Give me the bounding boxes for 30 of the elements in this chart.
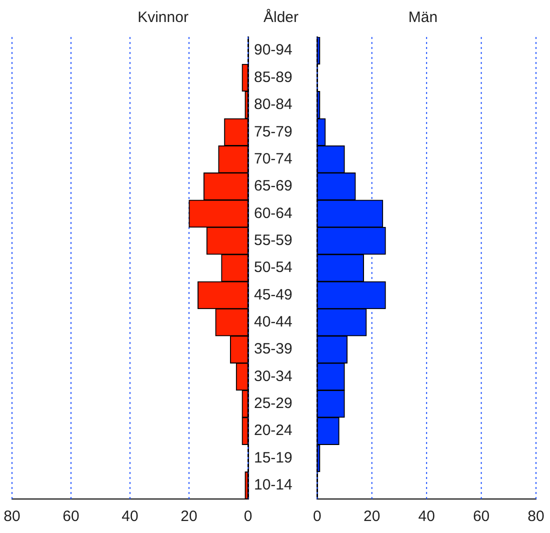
y-tick-label: 30-34 bbox=[254, 368, 292, 385]
x-tick-label: 40 bbox=[122, 508, 138, 526]
y-tick-label: 60-64 bbox=[254, 204, 292, 222]
y-tick-label: 25-29 bbox=[254, 395, 292, 412]
y-tick-label: 90-94 bbox=[254, 42, 292, 59]
x-tick-label: 80 bbox=[528, 508, 544, 526]
x-tick-label: 20 bbox=[180, 508, 198, 526]
x-tick-label: 20 bbox=[364, 508, 380, 526]
y-tick-label: 80-84 bbox=[254, 96, 292, 114]
x-tick-label: 0 bbox=[244, 508, 252, 526]
y-tick-label: 70-74 bbox=[254, 150, 292, 168]
y-tick-label: 55-59 bbox=[254, 232, 292, 249]
y-tick-label: 50-54 bbox=[254, 259, 292, 276]
chart-title: Män bbox=[408, 9, 438, 26]
x-tick-label: 60 bbox=[472, 508, 490, 526]
y-tick-label: 45-49 bbox=[254, 286, 292, 304]
chart-title: Kvinnor bbox=[138, 9, 188, 26]
y-axis-title: Ålder bbox=[262, 9, 300, 26]
y-tick-label: 40-44 bbox=[254, 313, 292, 330]
x-tick-label: 40 bbox=[418, 508, 435, 526]
y-tick-label: 85-89 bbox=[254, 68, 292, 86]
x-tick-label: 0 bbox=[313, 508, 322, 526]
y-tick-label: 20-24 bbox=[254, 422, 292, 440]
y-tick-label: 65-69 bbox=[254, 178, 292, 195]
y-tick-label: 35-39 bbox=[254, 340, 292, 358]
y-tick-label: 10-14 bbox=[254, 476, 292, 494]
x-tick-label: 60 bbox=[62, 508, 80, 526]
x-tick-label: 80 bbox=[4, 508, 20, 526]
y-tick-label: 75-79 bbox=[254, 123, 292, 140]
y-tick-label: 15-19 bbox=[254, 449, 292, 466]
